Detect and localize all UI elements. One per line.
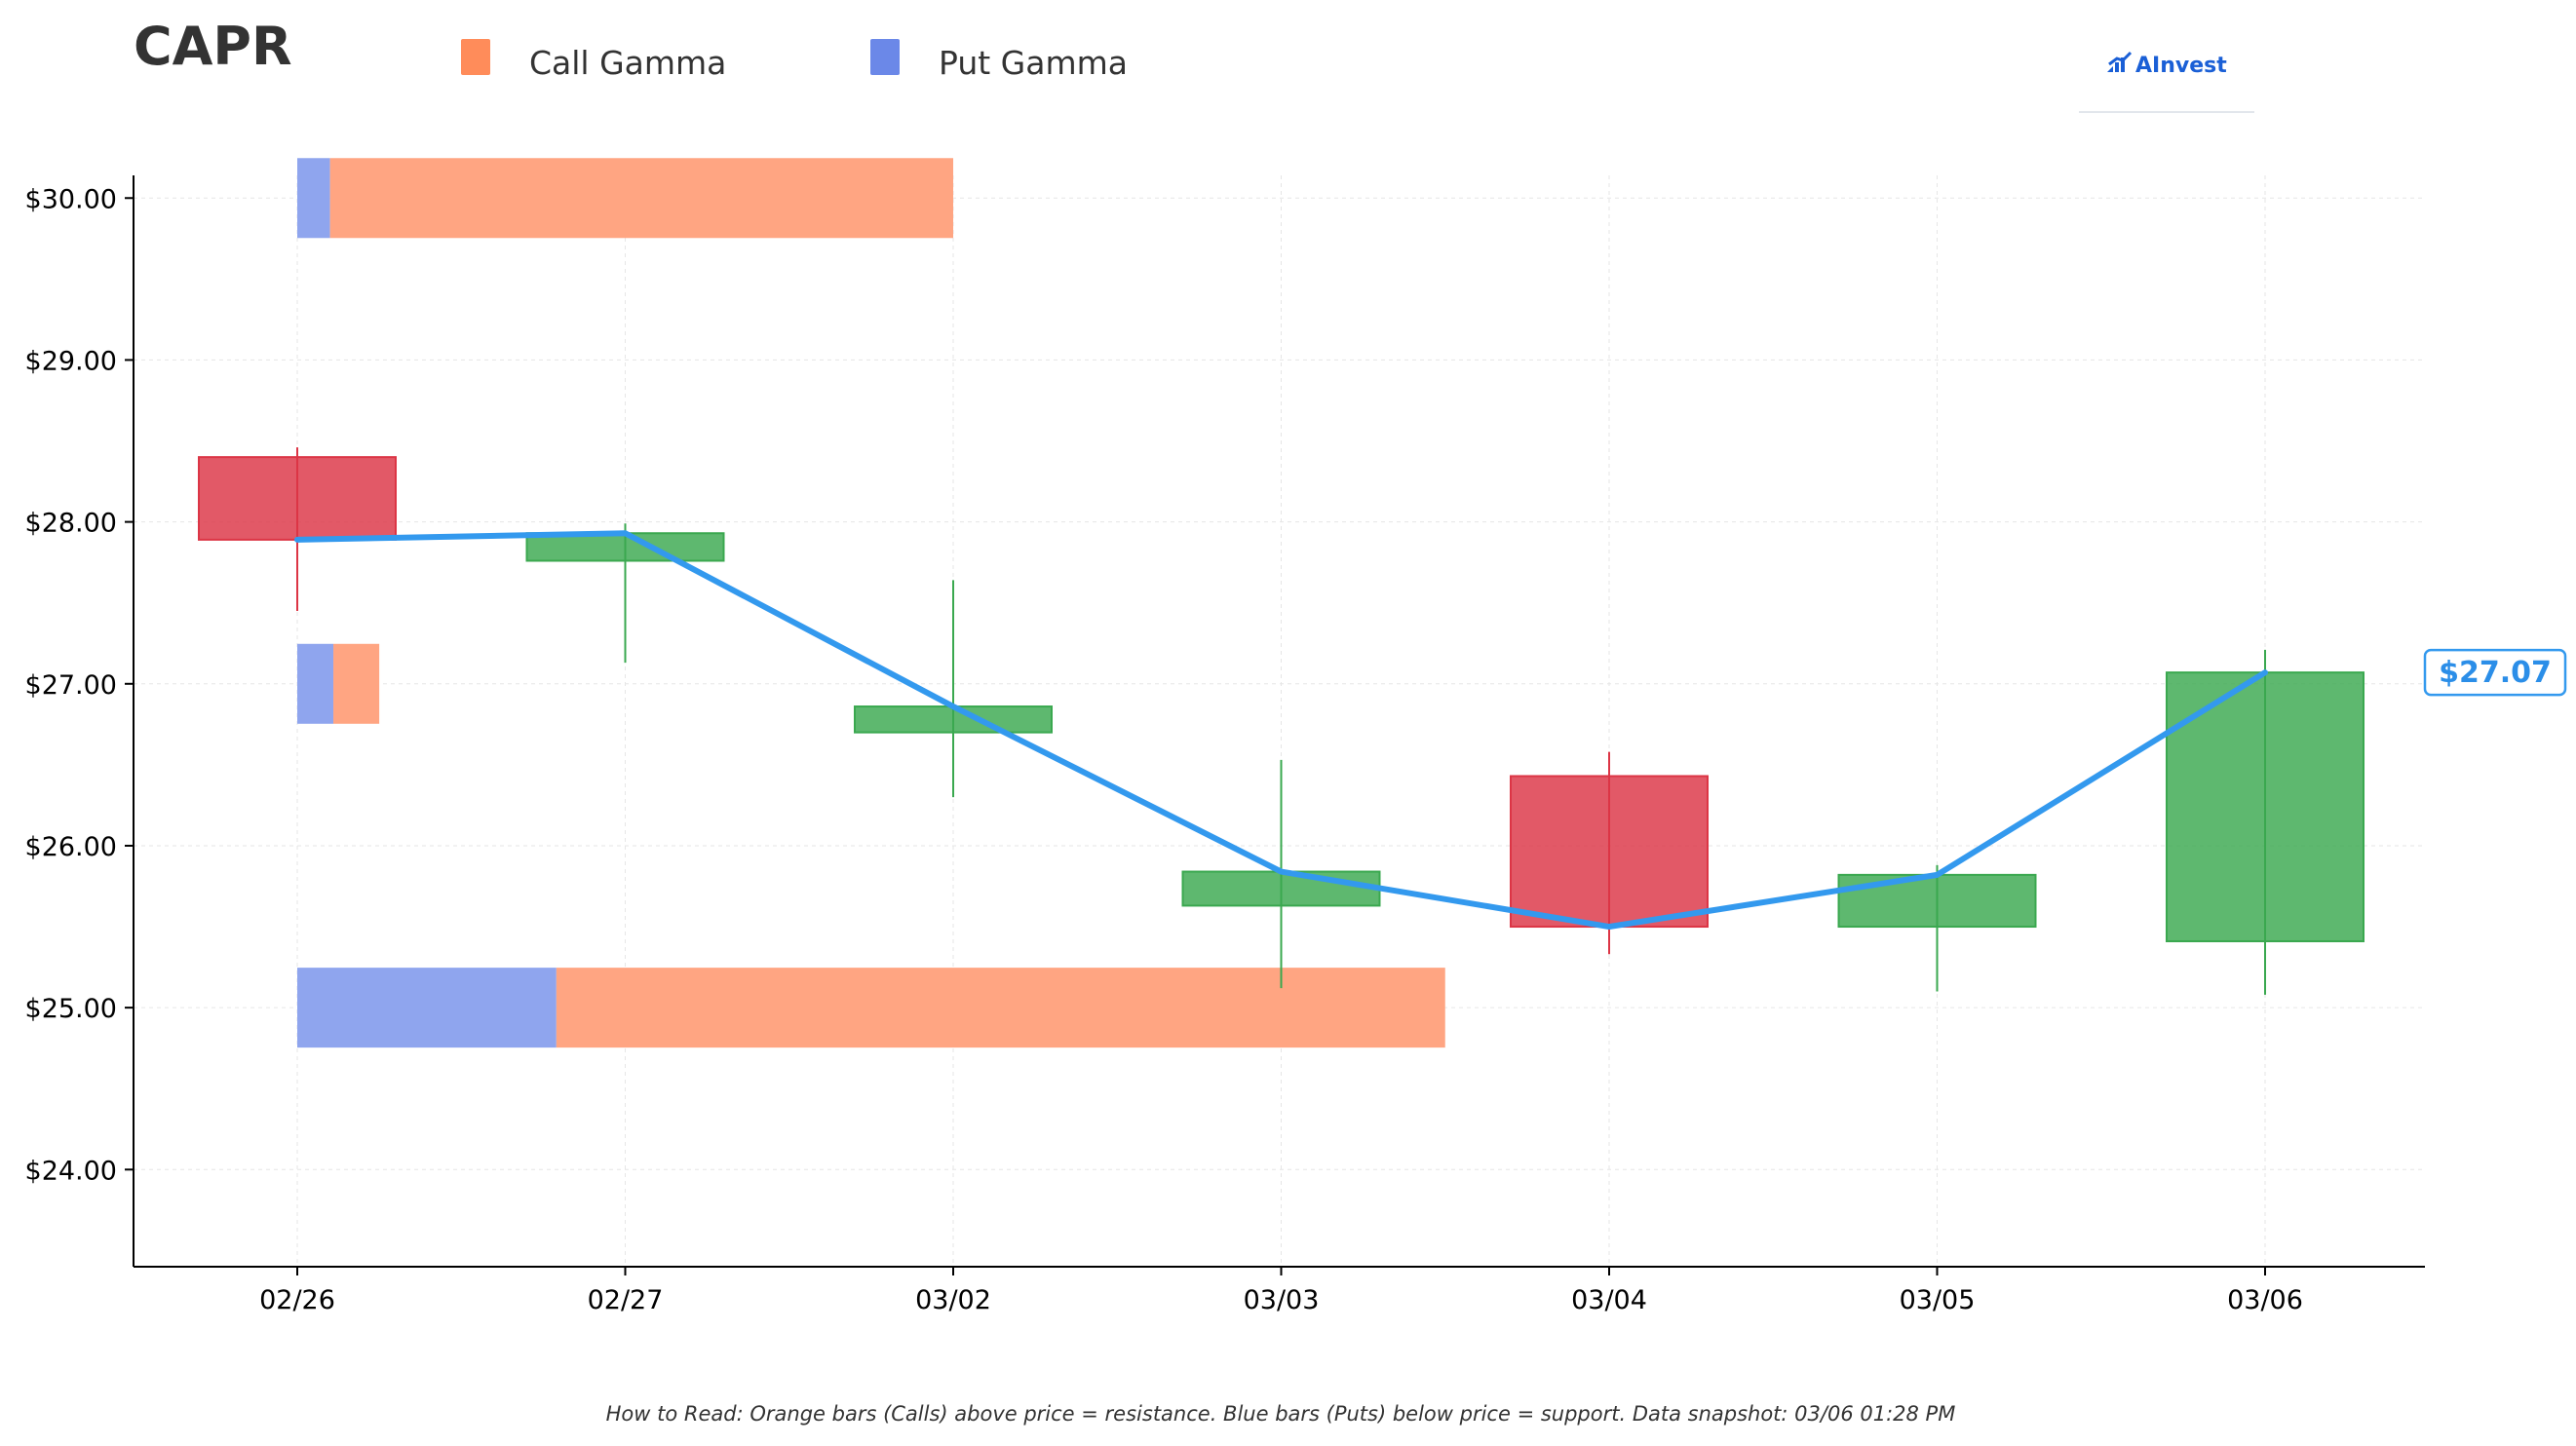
y-tick-label: $25.00: [25, 994, 117, 1024]
call-gamma-bar: [329, 158, 953, 239]
close-line: [294, 530, 2268, 931]
call-gamma-bar: [333, 643, 380, 724]
logo-text: AInvest: [2135, 54, 2227, 78]
legend-call-label: Call Gamma: [529, 44, 726, 82]
x-tick-label: 03/02: [915, 1285, 991, 1315]
y-tick-label: $26.00: [25, 832, 117, 862]
y-tick-label: $28.00: [25, 509, 117, 539]
ainvest-logo: AInvest: [2079, 51, 2254, 113]
axes: [133, 175, 2425, 1268]
legend: Call Gamma Put Gamma: [461, 39, 1128, 82]
put-gamma-bar: [297, 968, 557, 1048]
y-tick-label: $29.00: [25, 346, 117, 376]
last-price-box: [2423, 648, 2567, 697]
y-tick-label: $30.00: [25, 184, 117, 214]
call-gamma-bar: [556, 968, 1445, 1048]
x-tick-label: 02/26: [259, 1285, 335, 1315]
x-tick-label: 03/04: [1571, 1285, 1647, 1315]
x-tick-label: 03/06: [2227, 1285, 2303, 1315]
x-tick-label: 03/03: [1244, 1285, 1320, 1315]
candlesticks: [198, 447, 2365, 995]
legend-call-swatch: [461, 39, 490, 75]
last-price-label: $27.07: [2439, 656, 2552, 690]
close-price-line: [294, 530, 2268, 931]
logo-chart-icon: [2107, 51, 2133, 72]
last-price-badge: $27.07: [2423, 648, 2567, 697]
put-gamma-bar: [297, 158, 330, 239]
y-tick-label: $27.00: [25, 670, 117, 701]
y-tick-label: $24.00: [25, 1156, 117, 1186]
put-gamma-bar: [297, 643, 334, 724]
y-axis-ticks: $24.00 $25.00 $26.00 $27.00 $28.00 $29.00 $30.…: [25, 184, 134, 1186]
x-tick-label: 02/27: [588, 1285, 664, 1315]
x-tick-label: 03/05: [1900, 1285, 1976, 1315]
gamma-bars: [297, 158, 1445, 1048]
chart-title: CAPR: [134, 16, 292, 77]
legend-put-label: Put Gamma: [939, 44, 1128, 82]
footnote: How to Read: Orange bars (Calls) above p…: [606, 1402, 1956, 1426]
legend-put-swatch: [870, 39, 900, 75]
grid: [134, 175, 2425, 1267]
x-axis-ticks: 02/26 02/27 03/02 03/03 03/04 03/05 03/06: [259, 1267, 2303, 1315]
